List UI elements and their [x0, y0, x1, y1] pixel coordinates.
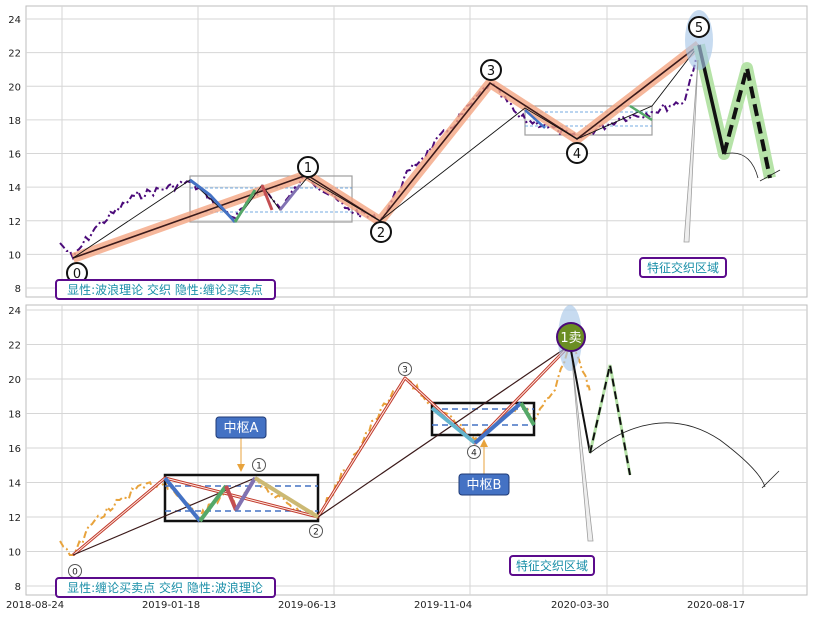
y-tick-label: 22: [8, 49, 21, 60]
y-tick-label: 14: [8, 183, 21, 194]
y-tick-label: 8: [15, 284, 21, 295]
y-tick-label: 16: [8, 150, 21, 161]
bottom-segment-cyan: [430, 406, 477, 445]
wave-marker-circle: [566, 142, 588, 164]
top-caption: 显性:波浪理论 交织 隐性:缠论买卖点: [67, 282, 263, 297]
top-plot-area: [25, 5, 808, 298]
wave-marker-circle: [480, 59, 502, 81]
top-wave-markers: 0 1 2 3 4 5: [66, 16, 710, 284]
bottom-y-ticks: 8 10 12 14 16 18 20 22 24: [8, 306, 21, 593]
bottom-region-pointer: [571, 359, 594, 542]
x-tick-label: 2019-01-18: [142, 600, 200, 611]
wave-marker-circle: [370, 221, 392, 243]
x-tick-label: 2019-06-13: [278, 600, 336, 611]
bottom-gridlines: [26, 305, 807, 595]
top-gridlines: [26, 6, 807, 297]
top-region-label-box: [639, 257, 727, 278]
y-tick-label: 24: [8, 306, 21, 317]
bottom-segment-green: [198, 484, 228, 523]
y-tick-label: 8: [15, 582, 21, 593]
top-segment-red: [260, 184, 274, 211]
y-tick-label: 16: [8, 444, 21, 455]
wave-marker-label: 2: [377, 226, 385, 241]
pivot-box-a: [163, 473, 320, 523]
y-tick-label: 20: [8, 375, 21, 386]
bottom-segment-blue-b: [473, 401, 523, 445]
y-tick-label: 20: [8, 82, 21, 93]
wave-marker-circle: [467, 445, 481, 459]
bottom-segment-red: [224, 485, 238, 511]
wave-marker-circle: [688, 16, 710, 38]
bottom-x-ticks: 2018-08-24 2019-01-18 2019-06-13 2019-11-04…: [6, 600, 745, 611]
x-tick-label: 2019-11-04: [414, 600, 472, 611]
wave-marker-label: 2: [313, 528, 319, 538]
pivot-b-label-box: [458, 473, 510, 496]
bottom-projection-dashed: [589, 364, 631, 476]
top-y-ticks: 8 10 12 14 16 18 20 22 24: [8, 15, 21, 295]
pivot-a-label: 中枢A: [224, 421, 259, 436]
wave-marker-label: 5: [695, 21, 703, 36]
wave-marker-label: 4: [573, 147, 581, 162]
y-tick-label: 12: [8, 217, 21, 228]
sell-marker-label: 1卖: [560, 331, 581, 346]
y-tick-label: 22: [8, 341, 21, 352]
top-segment-blue-b: [524, 109, 546, 129]
top-wave-line: [72, 44, 700, 259]
wave-marker-label: 3: [487, 64, 495, 79]
y-tick-label: 10: [8, 250, 21, 261]
top-segment-blue: [189, 178, 237, 224]
x-tick-label: 2020-03-30: [551, 600, 609, 611]
bottom-segment-green-b: [519, 401, 536, 427]
bottom-segment-blue: [163, 476, 202, 523]
top-region-pointer: [683, 59, 699, 243]
top-caption-box: [55, 279, 276, 300]
bottom-projection-tail: [761, 470, 780, 489]
wave-marker-label: 1: [256, 462, 262, 472]
top-segment-purple: [278, 184, 302, 211]
bottom-segment-khaki: [253, 476, 320, 519]
wave-marker-label: 1: [304, 161, 312, 176]
top-projection-arc: [723, 152, 759, 179]
y-tick-label: 12: [8, 513, 21, 524]
bottom-segment-purple: [234, 476, 257, 512]
bottom-projection-arc: [589, 422, 766, 488]
bottom-region-label-box: [509, 555, 595, 576]
wave-marker-circle: [297, 156, 319, 178]
y-tick-label: 14: [8, 479, 21, 490]
y-tick-label: 24: [8, 15, 21, 26]
wave-marker-circle: [309, 524, 323, 538]
y-tick-label: 18: [8, 410, 21, 421]
pivot-b-label: 中枢B: [467, 478, 502, 493]
x-tick-label: 2018-08-24: [6, 600, 64, 611]
wave-marker-label: 0: [73, 267, 81, 282]
top-projection-dashed: [722, 67, 772, 179]
bottom-wave-markers: 0 1 2 3 4 1卖: [68, 322, 586, 578]
top-segment-green: [233, 189, 257, 223]
y-tick-label: 18: [8, 116, 21, 127]
top-projection-tail: [759, 169, 781, 182]
x-tick-label: 2020-08-17: [687, 600, 745, 611]
sell-marker-circle: [556, 322, 586, 352]
y-tick-label: 10: [8, 548, 21, 559]
top-region-label: 特征交织区域: [647, 260, 719, 275]
pivot-a-label-box: [215, 416, 267, 439]
wave-marker-label: 4: [471, 449, 477, 459]
top-price-series: [59, 44, 713, 261]
bottom-projection-solid: [569, 344, 591, 454]
top-segment-green-b: [629, 104, 653, 122]
wave-marker-label: 0: [72, 568, 78, 578]
bottom-region-label: 特征交织区域: [516, 558, 588, 573]
bottom-caption-box: [55, 577, 276, 598]
wave-marker-circle: [398, 362, 412, 376]
wave-marker-circle: [252, 458, 266, 472]
bottom-caption: 显性:缠论买卖点 交织 隐性:波浪理论: [67, 580, 263, 595]
wave-marker-label: 3: [402, 366, 408, 376]
